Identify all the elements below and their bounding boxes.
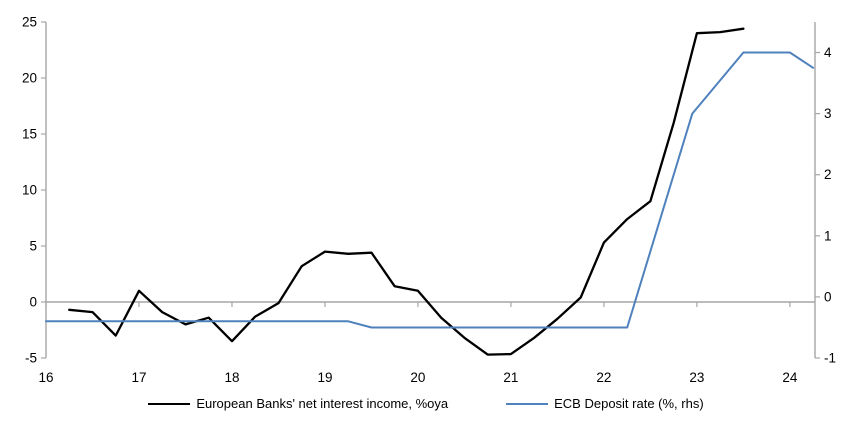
ecb-line-swatch: [506, 402, 549, 405]
x-tick-label: 19: [317, 370, 332, 385]
legend-item-nii: European Banks' net interest income, %oy…: [148, 396, 448, 411]
x-tick-label: 16: [38, 370, 53, 385]
legend: European Banks' net interest income, %oy…: [0, 396, 852, 411]
legend-item-ecb: ECB Deposit rate (%, rhs): [506, 396, 704, 411]
x-tick-label: 17: [131, 370, 146, 385]
y-left-tick-label: 5: [29, 239, 37, 254]
y-right-tick-label: 2: [824, 167, 832, 182]
y-right-tick-label: 3: [824, 106, 832, 121]
legend-label-nii: European Banks' net interest income, %oy…: [196, 396, 449, 411]
ecb-deposit-rate-line: [45, 51, 815, 329]
y-right-tick-label: -1: [824, 351, 836, 366]
legend-label-ecb: ECB Deposit rate (%, rhs): [554, 396, 704, 411]
x-tick-label: 21: [503, 370, 518, 385]
y-right-tick-label: 4: [824, 45, 832, 60]
y-left-tick-label: 25: [22, 15, 37, 30]
y-left-tick-label: 20: [22, 71, 37, 86]
nii-line-swatch: [148, 402, 191, 405]
x-tick-label: 23: [689, 370, 704, 385]
y-right-tick-label: 0: [824, 289, 832, 304]
y-left-tick-label: 0: [29, 295, 37, 310]
x-tick-label: 24: [782, 370, 798, 385]
y-left-tick-label: 10: [22, 183, 37, 198]
x-tick-label: 18: [224, 370, 239, 385]
y-left-tick-label: -5: [25, 351, 37, 366]
nii-line: [68, 27, 745, 356]
x-tick-label: 20: [410, 370, 425, 385]
x-tick-label: 22: [596, 370, 611, 385]
y-left-tick-label: 15: [22, 127, 37, 142]
y-right-tick-label: 1: [824, 228, 832, 243]
